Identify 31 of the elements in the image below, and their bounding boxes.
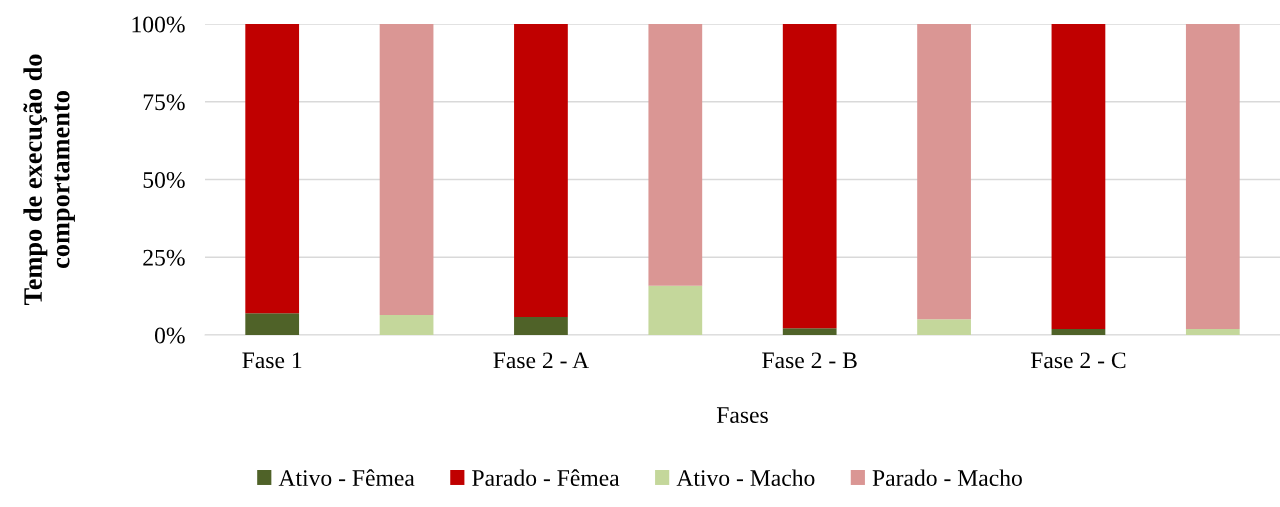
bar bbox=[917, 24, 971, 320]
bar bbox=[514, 24, 568, 317]
legend-label: Parado - Fêmea bbox=[472, 469, 620, 487]
y-tick-label: 75% bbox=[143, 94, 185, 111]
bar bbox=[379, 24, 434, 316]
x-axis-title: Fases bbox=[716, 407, 768, 424]
bar bbox=[514, 316, 568, 335]
bar bbox=[1051, 329, 1106, 335]
y-tick-label: 50% bbox=[143, 171, 185, 188]
bar bbox=[648, 285, 703, 335]
x-tick-label: Fase 2 - C bbox=[1030, 352, 1126, 369]
y-tick-label: 100% bbox=[132, 16, 185, 33]
bar bbox=[1185, 24, 1240, 330]
x-tick-label: Fase 2 - A bbox=[493, 352, 589, 369]
bar bbox=[648, 24, 703, 286]
bar bbox=[379, 315, 434, 335]
x-tick-label: Fase 2 - B bbox=[762, 352, 857, 369]
legend-label: Parado - Macho bbox=[872, 469, 1022, 487]
bar bbox=[245, 24, 300, 314]
bar bbox=[245, 313, 300, 335]
legend-label: Ativo - Macho bbox=[676, 469, 815, 487]
y-tick-label: 25% bbox=[143, 249, 185, 266]
bar bbox=[1185, 329, 1240, 335]
bar bbox=[1051, 24, 1106, 330]
bar bbox=[782, 328, 837, 335]
bar bbox=[917, 319, 971, 335]
legend-label: Ativo - Fêmea bbox=[278, 469, 415, 487]
bar bbox=[782, 24, 837, 329]
x-tick-label: Fase 1 bbox=[242, 352, 302, 369]
y-tick-label: 0% bbox=[154, 327, 185, 344]
y-axis-title: Tempo de execução do comportamento bbox=[23, 54, 75, 306]
